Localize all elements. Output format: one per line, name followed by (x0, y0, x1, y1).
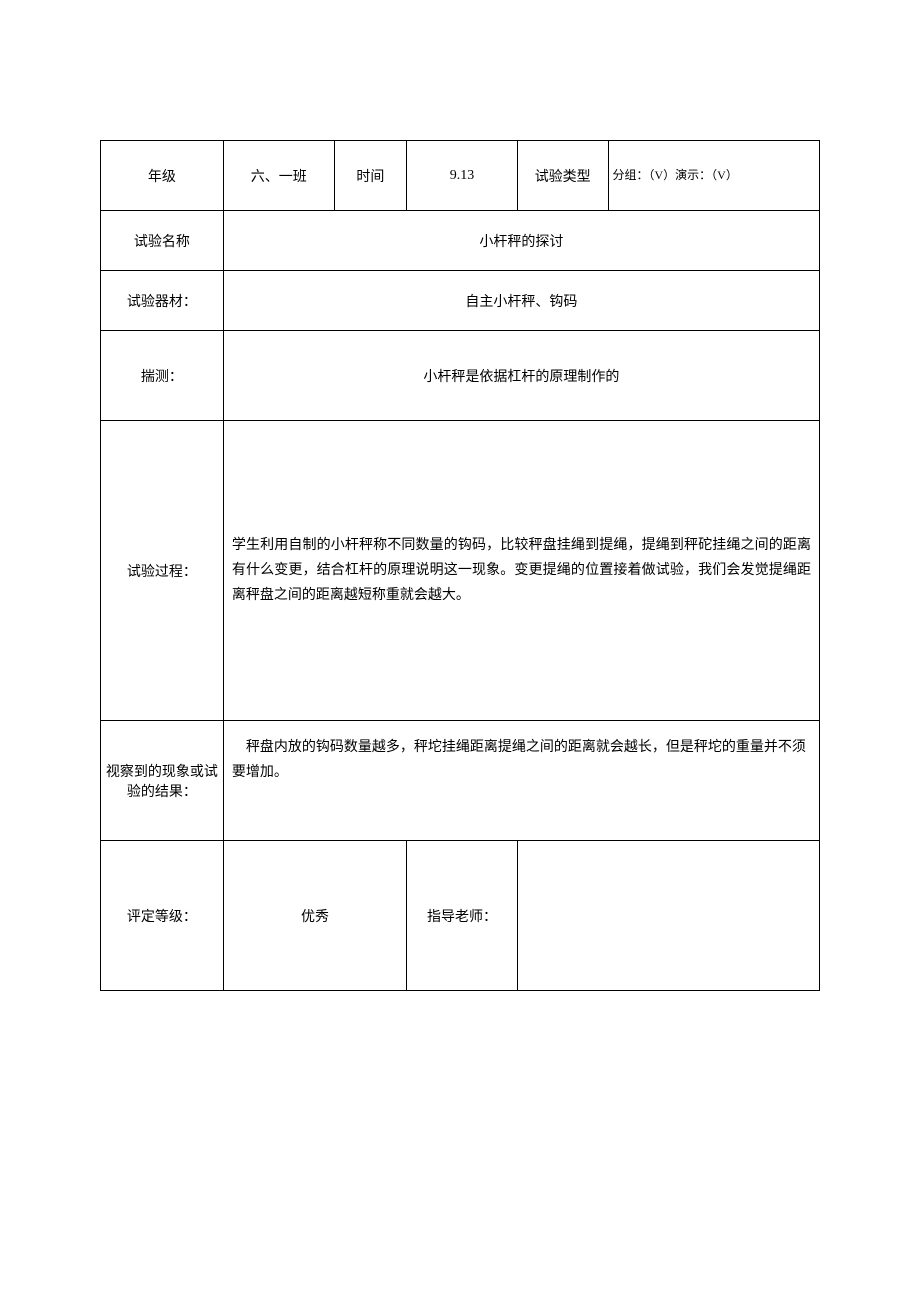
process-label: 试验过程： (101, 421, 224, 721)
table-row: 揣测： 小杆秤是依据杠杆的原理制作的 (101, 331, 820, 421)
table-row: 年级 六、一班 时间 9.13 试验类型 分组：（V）演示：（V） (101, 141, 820, 211)
process-value: 学生利用自制的小杆秤称不同数量的钩码，比较秤盘挂绳到提绳，提绳到秤砣挂绳之间的距… (228, 533, 815, 609)
time-value: 9.13 (407, 141, 518, 211)
type-value: 分组：（V）演示：（V） (608, 141, 820, 211)
result-label: 视察到的现象或试验的结果： (101, 721, 224, 841)
experiment-report-table: 年级 六、一班 时间 9.13 试验类型 分组：（V）演示：（V） 试验名称 小… (100, 140, 820, 991)
grade-value: 六、一班 (223, 141, 334, 211)
equipment-label: 试验器材： (101, 271, 224, 331)
grade-label: 年级 (101, 141, 224, 211)
process-value-cell: 学生利用自制的小杆秤称不同数量的钩码，比较秤盘挂绳到提绳，提绳到秤砣挂绳之间的距… (223, 421, 819, 721)
hypothesis-value: 小杆秤是依据杠杆的原理制作的 (223, 331, 819, 421)
teacher-label: 指导老师： (407, 841, 518, 991)
result-value-cell: 秤盘内放的钩码数量越多，秤坨挂绳距离提绳之间的距离就会越长，但是秤坨的重量并不须… (223, 721, 819, 841)
table-row: 试验名称 小杆秤的探讨 (101, 211, 820, 271)
equipment-value: 自主小杆秤、钩码 (223, 271, 819, 331)
rating-value: 优秀 (223, 841, 406, 991)
table-row: 试验器材： 自主小杆秤、钩码 (101, 271, 820, 331)
table-row: 视察到的现象或试验的结果： 秤盘内放的钩码数量越多，秤坨挂绳距离提绳之间的距离就… (101, 721, 820, 841)
type-label: 试验类型 (517, 141, 608, 211)
teacher-value (517, 841, 819, 991)
hypothesis-label: 揣测： (101, 331, 224, 421)
experiment-name-label: 试验名称 (101, 211, 224, 271)
rating-label: 评定等级： (101, 841, 224, 991)
result-value: 秤盘内放的钩码数量越多，秤坨挂绳距离提绳之间的距离就会越长，但是秤坨的重量并不须… (228, 729, 815, 791)
table-row: 评定等级： 优秀 指导老师： (101, 841, 820, 991)
experiment-name-value: 小杆秤的探讨 (223, 211, 819, 271)
time-label: 时间 (334, 141, 407, 211)
table-row: 试验过程： 学生利用自制的小杆秤称不同数量的钩码，比较秤盘挂绳到提绳，提绳到秤砣… (101, 421, 820, 721)
